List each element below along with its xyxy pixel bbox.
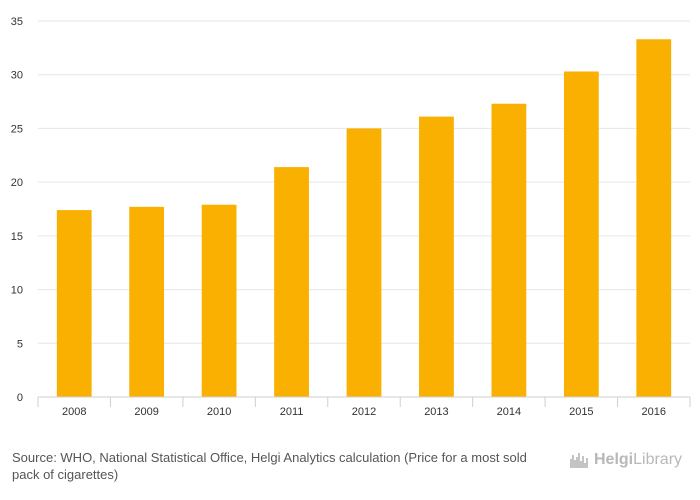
source-note: Source: WHO, National Statistical Office… bbox=[12, 450, 527, 482]
y-tick-label: 15 bbox=[11, 231, 23, 243]
y-tick-label: 20 bbox=[11, 177, 23, 189]
x-tick-label: 2015 bbox=[569, 406, 593, 418]
x-tick-label: 2008 bbox=[62, 406, 86, 418]
y-tick-label: 0 bbox=[17, 392, 23, 404]
helgi-library-logo-icon bbox=[570, 453, 588, 468]
x-tick-label: 2013 bbox=[424, 406, 448, 418]
logo-text-bold: Helgi bbox=[594, 451, 634, 468]
x-axis: 2008 2009 2010 2011 2012 2013 2014 2015 2016 bbox=[37, 396, 691, 418]
y-tick-label: 35 bbox=[11, 16, 23, 28]
x-tick-label: 2014 bbox=[497, 406, 521, 418]
bars bbox=[56, 39, 672, 398]
x-tick-label: 2010 bbox=[207, 406, 231, 418]
bar-2016 bbox=[636, 39, 672, 398]
helgi-library-logo: HelgiLibrary bbox=[568, 449, 682, 471]
x-tick-label: 2009 bbox=[134, 406, 158, 418]
bar-2015 bbox=[563, 71, 599, 398]
bar-2012 bbox=[346, 128, 382, 397]
y-tick-label: 5 bbox=[17, 338, 23, 350]
bar-2010 bbox=[201, 204, 237, 397]
y-tick-label: 10 bbox=[11, 285, 23, 297]
logo-text-regular: Library bbox=[633, 451, 683, 468]
x-tick-label: 2012 bbox=[352, 406, 376, 418]
bar-2011 bbox=[274, 167, 309, 397]
bar-2013 bbox=[419, 116, 454, 398]
y-tick-label: 30 bbox=[11, 70, 23, 82]
x-tick-label: 2011 bbox=[280, 406, 304, 418]
x-tick-label: 2016 bbox=[642, 406, 666, 418]
y-axis-tick-labels: 0 5 10 15 20 25 30 35 bbox=[11, 16, 23, 404]
bar-2008 bbox=[56, 210, 92, 397]
y-tick-label: 25 bbox=[11, 123, 23, 135]
bar-2009 bbox=[129, 206, 165, 397]
bar-2014 bbox=[491, 103, 527, 397]
